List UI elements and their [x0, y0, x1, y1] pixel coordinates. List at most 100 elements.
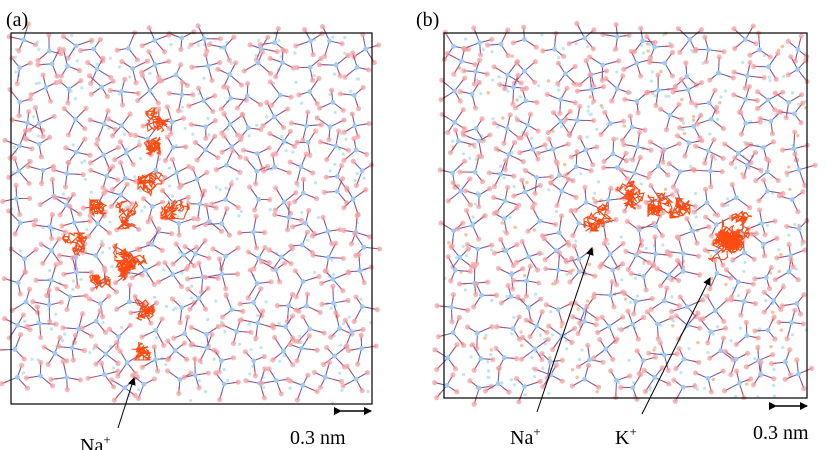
oxygen: [629, 49, 634, 54]
center-atom: [173, 348, 178, 353]
oxygen: [190, 92, 195, 97]
oxygen: [639, 238, 644, 243]
oxygen: [268, 71, 273, 76]
solvent-dot: [667, 95, 670, 98]
center-atom: [635, 144, 640, 149]
oxygen: [140, 43, 145, 48]
oxygen: [591, 46, 596, 51]
oxygen: [582, 185, 587, 190]
center-atom: [503, 198, 508, 203]
oxygen: [700, 297, 705, 302]
center-atom: [48, 225, 53, 230]
oxygen: [323, 268, 328, 273]
oxygen: [240, 112, 245, 117]
oxygen: [360, 327, 365, 332]
oxygen: [161, 343, 166, 348]
center-atom: [786, 100, 791, 105]
oxygen: [235, 245, 240, 250]
oxygen: [773, 90, 778, 95]
solvent-dot: [541, 366, 544, 369]
oxygen: [55, 286, 60, 291]
center-atom: [577, 257, 582, 262]
oxygen: [567, 279, 572, 284]
oxygen: [511, 278, 516, 283]
center-atom: [715, 271, 720, 276]
oxygen: [636, 336, 641, 341]
oxygen: [265, 164, 270, 169]
oxygen: [792, 152, 797, 157]
center-atom: [246, 126, 251, 131]
oxygen: [61, 272, 66, 277]
solvent-dot: [344, 138, 347, 141]
oxygen: [527, 334, 532, 339]
oxygen: [625, 309, 630, 314]
oxygen: [287, 342, 292, 347]
oxygen: [80, 311, 85, 316]
oxygen: [115, 373, 120, 378]
solvent-dot: [661, 243, 664, 246]
oxygen: [206, 255, 211, 260]
oxygen: [636, 225, 641, 230]
oxygen: [514, 260, 519, 265]
oxygen: [655, 72, 660, 77]
oxygen: [684, 216, 689, 221]
solvent-dot: [88, 351, 91, 354]
oxygen: [771, 314, 776, 319]
center-atom: [534, 324, 539, 329]
oxygen: [573, 195, 578, 200]
center-atom: [355, 65, 360, 70]
oxygen: [362, 280, 367, 285]
oxygen: [213, 370, 218, 375]
oxygen: [670, 89, 675, 94]
solvent-dot: [168, 167, 171, 170]
solvent-dot: [189, 399, 192, 402]
oxygen: [577, 135, 582, 140]
oxygen: [635, 348, 640, 353]
solvent-dot: [519, 95, 522, 98]
center-atom: [359, 346, 364, 351]
center-atom: [332, 354, 337, 359]
solvent-dot: [523, 393, 526, 396]
oxygen: [675, 133, 680, 138]
oxygen: [739, 132, 744, 137]
center-atom: [74, 150, 79, 155]
solvent-dot: [451, 140, 454, 143]
solvent-dot: [265, 115, 268, 118]
oxygen: [703, 214, 708, 219]
oxygen: [621, 119, 626, 124]
center-atom: [301, 191, 306, 196]
oxygen: [543, 142, 548, 147]
oxygen: [78, 78, 83, 83]
oxygen: [485, 72, 490, 77]
solvent-dot: [505, 295, 508, 298]
center-atom: [687, 37, 692, 42]
oxygen: [165, 134, 170, 139]
center-atom: [681, 269, 686, 274]
center-atom: [153, 168, 158, 173]
oxygen: [199, 290, 204, 295]
oxygen: [139, 334, 144, 339]
oxygen: [752, 257, 757, 262]
center-atom: [99, 85, 104, 90]
oxygen: [2, 316, 7, 321]
solvent-dot: [549, 310, 552, 313]
center-atom: [303, 221, 308, 226]
oxygen: [647, 171, 652, 176]
solvent-dot: [534, 293, 537, 296]
oxygen: [784, 224, 789, 229]
oxygen: [130, 275, 135, 280]
center-atom: [610, 268, 615, 273]
solvent-dot: [580, 348, 583, 351]
oxygen: [10, 117, 15, 122]
solvent-dot: [474, 203, 477, 206]
oxygen: [154, 300, 159, 305]
center-atom: [47, 49, 52, 54]
oxygen: [574, 21, 579, 26]
center-atom: [17, 143, 22, 148]
solvent-dot: [486, 376, 489, 379]
oxygen: [130, 373, 135, 378]
oxygen: [136, 396, 141, 401]
oxygen: [65, 387, 70, 392]
center-atom: [548, 359, 553, 364]
center-atom: [22, 256, 27, 261]
